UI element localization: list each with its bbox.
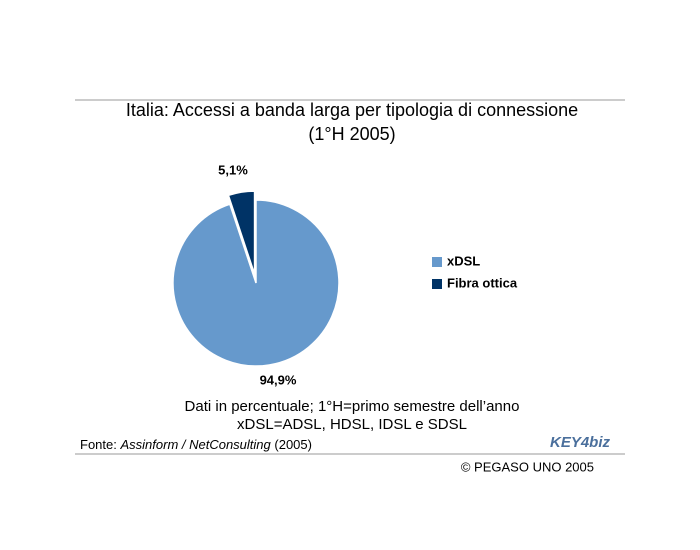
legend-label: Fibra ottica xyxy=(447,275,518,290)
source-prefix: Fonte: xyxy=(80,437,117,452)
note: Dati in percentuale; 1°H=primo semestre … xyxy=(185,398,520,415)
data-label: 94,9% xyxy=(260,372,297,387)
logo: KEY4biz xyxy=(550,434,611,451)
copyright: © PEGASO UNO 2005 xyxy=(461,459,594,474)
source: Fonte: Assinform / NetConsulting (2005) xyxy=(80,437,312,452)
legend-swatch xyxy=(432,279,442,289)
pie-slice xyxy=(227,190,256,275)
chart-subtitle: (1°H 2005) xyxy=(308,124,395,144)
pie-slice xyxy=(172,199,340,367)
source-name: Assinform / NetConsulting xyxy=(119,437,271,452)
source-year: (2005) xyxy=(274,437,312,452)
chart-title: Italia: Accessi a banda larga per tipolo… xyxy=(126,100,578,120)
data-label: 5,1% xyxy=(218,162,248,177)
legend-label: xDSL xyxy=(447,253,480,268)
note: xDSL=ADSL, HDSL, IDSL e SDSL xyxy=(237,416,467,433)
legend-swatch xyxy=(432,257,442,267)
